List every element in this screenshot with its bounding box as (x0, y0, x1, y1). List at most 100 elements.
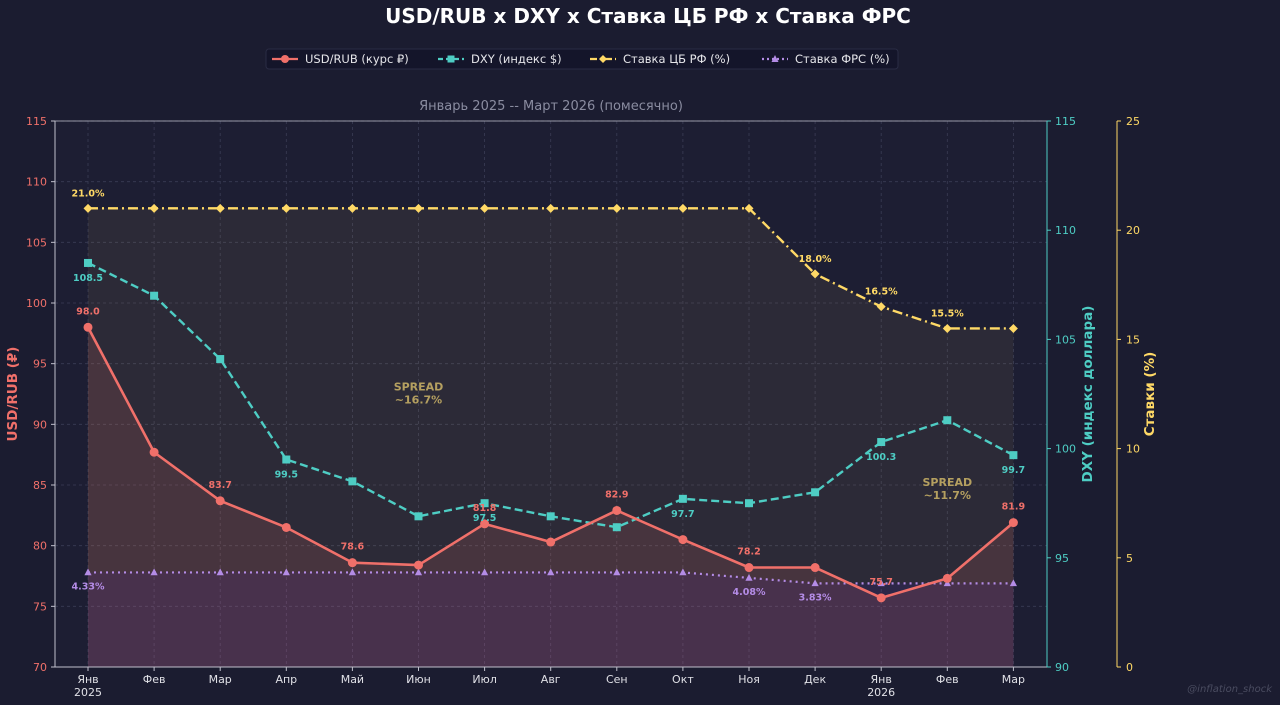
fed-rate-point (811, 579, 819, 587)
dxy-value-label: 99.7 (1002, 465, 1025, 476)
dxy-axis-title: DXY (индекс доллара) (1080, 306, 1096, 483)
spread-annotation: SPREAD (922, 476, 972, 489)
rates-axis-tick-label: 15 (1126, 333, 1140, 346)
cb-rate-point (744, 203, 754, 213)
legend-label: DXY (индекс $) (471, 52, 562, 66)
dxy-point (546, 512, 555, 521)
cb-rate-value-label: 18.0% (799, 254, 832, 265)
cb-rate-point (876, 302, 886, 312)
left-axis-tick-label: 95 (33, 358, 47, 371)
x-axis-year-label: 2025 (74, 686, 102, 699)
usd-rub-value-label: 98.0 (76, 306, 100, 317)
usd-rub-point (83, 322, 93, 332)
dxy-point (1009, 451, 1018, 460)
cb-rate-point (546, 203, 556, 213)
x-axis-tick-label: Дек (804, 673, 826, 686)
fed-rate-value-label: 3.83% (799, 592, 832, 603)
fed-rate-point (1009, 579, 1017, 587)
usd-rub-value-label: 78.6 (341, 542, 365, 553)
cb-rate-point (83, 203, 93, 213)
rates-axis-tick-label: 20 (1126, 224, 1140, 237)
x-axis-tick-label: Май (341, 673, 364, 686)
fed-rate-point (282, 568, 290, 576)
fed-rate-point (150, 568, 158, 576)
spread-area (88, 208, 1014, 584)
dxy-value-label: 99.5 (275, 470, 298, 481)
dxy-point (150, 291, 159, 300)
dxy-point (811, 488, 820, 497)
cb-rate-point (810, 269, 820, 279)
rates-axis-tick-label: 0 (1126, 661, 1133, 674)
dxy-point (678, 494, 687, 503)
fed-rate-point (481, 568, 489, 576)
dxy-axis-tick-label: 105 (1055, 333, 1076, 346)
cb-rate-point (480, 203, 490, 213)
dxy-point (745, 499, 753, 508)
cb-rate-point (612, 203, 622, 213)
cb-rate-point (149, 203, 159, 213)
usd-rub-point (1008, 518, 1018, 528)
usd-rub-point (480, 519, 490, 529)
cb-rate-point (281, 203, 291, 213)
watermark: @inflation_shock (1187, 684, 1273, 695)
cb-rate-value-label: 21.0% (72, 188, 105, 199)
x-axis-tick-label: Мар (209, 673, 232, 686)
dxy-value-label: 108.5 (73, 273, 103, 284)
left-axis-tick-label: 110 (26, 176, 47, 189)
legend-marker (771, 55, 779, 62)
dxy-axis-tick-label: 90 (1055, 661, 1069, 674)
usd-rub-point (281, 522, 291, 532)
fed-rate-point (877, 579, 885, 587)
x-axis-tick-label: Июн (406, 673, 431, 686)
legend-label: Ставка ЦБ РФ (%) (623, 52, 730, 66)
dxy-axis-tick-label: 100 (1055, 443, 1076, 456)
fed-rate-point (216, 568, 224, 576)
dxy-value-label: 97.7 (671, 509, 694, 520)
x-axis-tick-label: Фев (936, 673, 959, 686)
rates-axis-tick-label: 10 (1126, 443, 1140, 456)
cb-rate-point (1008, 323, 1018, 333)
x-axis-tick-label: Янв (871, 673, 892, 686)
dxy-axis-tick-label: 115 (1055, 115, 1076, 128)
dxy-point (282, 455, 291, 464)
left-axis-tick-label: 85 (33, 479, 47, 492)
dxy-axis-tick-label: 95 (1055, 552, 1069, 565)
plot-area: 98.0 83.7 78.6 81.8 82.9 78.2 75.7 81.9 108.5 99.… (5, 115, 1158, 699)
fed-rate-point (348, 568, 356, 576)
fed-rate-point (414, 568, 423, 576)
fed-rate-area (88, 572, 1014, 667)
usd-rub-point (612, 505, 622, 515)
fed-rate-point (547, 568, 555, 576)
left-axis-tick-label: 75 (33, 600, 47, 613)
left-axis-tick-label: 70 (33, 661, 47, 674)
spread-annotation: SPREAD (394, 380, 444, 393)
fed-rate-point (613, 568, 621, 576)
legend-label: USD/RUB (курс ₽) (305, 52, 409, 66)
usd-rub-point (876, 593, 886, 603)
legend-marker (599, 55, 607, 63)
x-axis-tick-label: Фев (143, 673, 166, 686)
fed-rate-value-label: 4.33% (72, 581, 105, 592)
usd-rub-value-label: 83.7 (208, 480, 231, 491)
left-axis-tick-label: 80 (33, 540, 47, 553)
x-axis-tick-label: Сен (606, 673, 628, 686)
usd-rub-value-label: 78.2 (737, 547, 760, 558)
legend-marker (281, 55, 289, 63)
usd-rub-point (215, 496, 225, 506)
spread-annotation: ~11.7% (924, 489, 971, 502)
legend-label: Ставка ФРС (%) (795, 52, 890, 66)
cb-rate-value-label: 16.5% (865, 287, 898, 298)
dxy-point (216, 355, 225, 364)
left-axis-tick-label: 90 (33, 418, 47, 431)
dxy-point (943, 416, 952, 425)
rates-axis-tick-label: 5 (1126, 552, 1133, 565)
cb-rate-value-label: 15.5% (931, 308, 964, 319)
usd-rub-point (744, 563, 754, 573)
usd-rub-value-label: 82.9 (605, 489, 628, 500)
left-axis-tick-label: 105 (26, 236, 47, 249)
x-axis-tick-label: Апр (275, 673, 297, 686)
x-axis-tick-label: Окт (672, 673, 694, 686)
left-axis-tick-label: 115 (26, 115, 47, 128)
usd-rub-point (678, 535, 688, 545)
